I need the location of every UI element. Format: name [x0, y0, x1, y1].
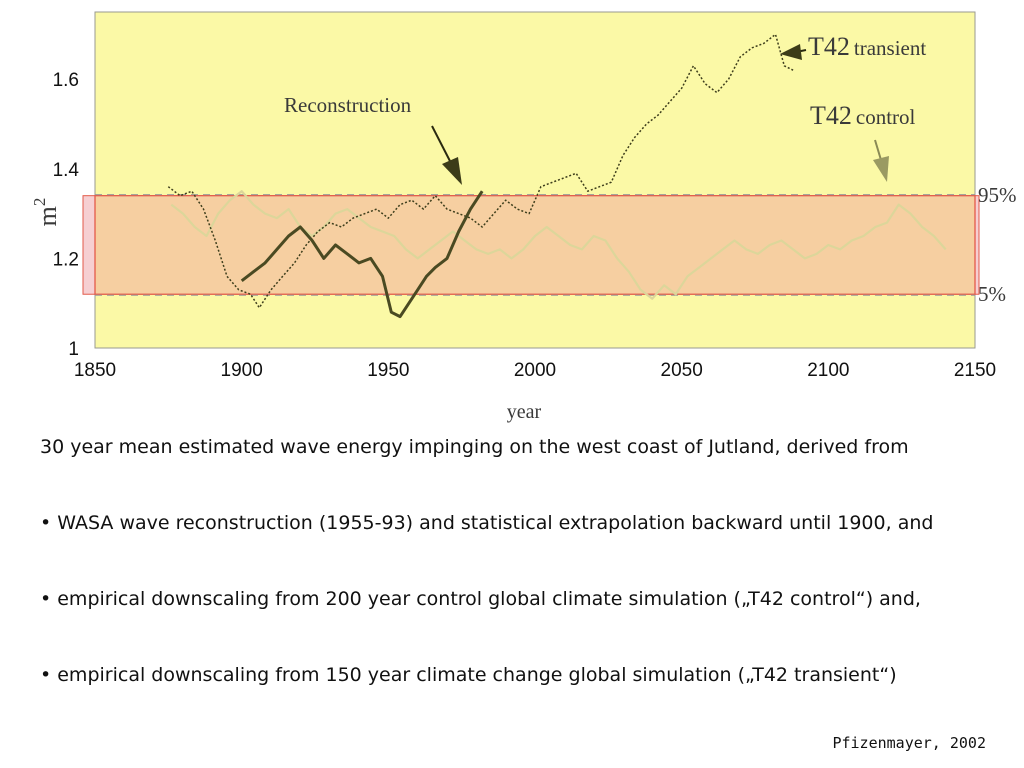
- y-axis-label: m2: [30, 198, 62, 227]
- y-axis-ticks: 1 1.2 1.4 1.6: [53, 70, 80, 360]
- annotation-t42-control: T42 control: [810, 101, 916, 130]
- caption-bullet-1: • WASA wave reconstruction (1955-93) and…: [40, 512, 934, 534]
- t42-transient-prefix: T42: [808, 32, 850, 61]
- caption-bullet-3: • empirical downscaling from 150 year cl…: [40, 664, 897, 686]
- caption-intro: 30 year mean estimated wave energy impin…: [40, 436, 909, 458]
- annotation-reconstruction: Reconstruction: [284, 93, 412, 117]
- transient-arrow-head: [780, 44, 802, 60]
- caption-bullet-2: • empirical downscaling from 200 year co…: [40, 588, 921, 610]
- series-t42-transient-line: [167, 33, 794, 309]
- wave-energy-chart: 1850 1900 1950 2000 2050 2100 2150 11.21.41.6 …: [30, 11, 1017, 423]
- series-reconstruction-line: [240, 190, 484, 319]
- annotation-t42-transient: T42 transient: [808, 32, 926, 61]
- y-tick-label: 1: [68, 339, 79, 360]
- t42-transient-word: transient: [854, 36, 926, 60]
- control-arrow-shaft: [874, 139, 882, 161]
- reconstruction-arrow-head: [442, 157, 462, 185]
- band-outside-left: [82, 195, 96, 295]
- t42-control-word: control: [856, 105, 916, 129]
- x-tick-label: 1900: [221, 360, 263, 381]
- x-tick-label: 2000: [514, 360, 556, 381]
- reconstruction-arrow-shaft: [431, 125, 453, 166]
- y-tick-label: 1.4: [53, 160, 80, 181]
- t42-control-prefix: T42: [810, 101, 852, 130]
- y-axis-superscript: 2: [30, 198, 49, 207]
- percentile-band: [94, 195, 976, 295]
- credit: Pfizenmayer, 2002: [832, 734, 986, 752]
- svg-text:m2: m2: [30, 198, 62, 227]
- x-tick-label: 2100: [807, 360, 849, 381]
- x-tick-label: 2050: [661, 360, 703, 381]
- y-axis-unit: m: [33, 206, 62, 226]
- band-95-label: 95%: [978, 183, 1017, 207]
- x-axis-ticks: 1850 1900 1950 2000 2050 2100 2150: [74, 360, 996, 381]
- x-axis-label: year: [507, 401, 542, 423]
- x-tick-label: 1950: [367, 360, 409, 381]
- plot-area: [94, 11, 976, 349]
- x-tick-label: 2150: [954, 360, 996, 381]
- control-arrow-head: [873, 156, 889, 182]
- y-tick-label: 1.6: [53, 70, 79, 91]
- x-tick-label: 1850: [74, 360, 116, 381]
- y-tick-label: 1.2: [53, 249, 79, 270]
- band-5-label: 5%: [978, 282, 1006, 306]
